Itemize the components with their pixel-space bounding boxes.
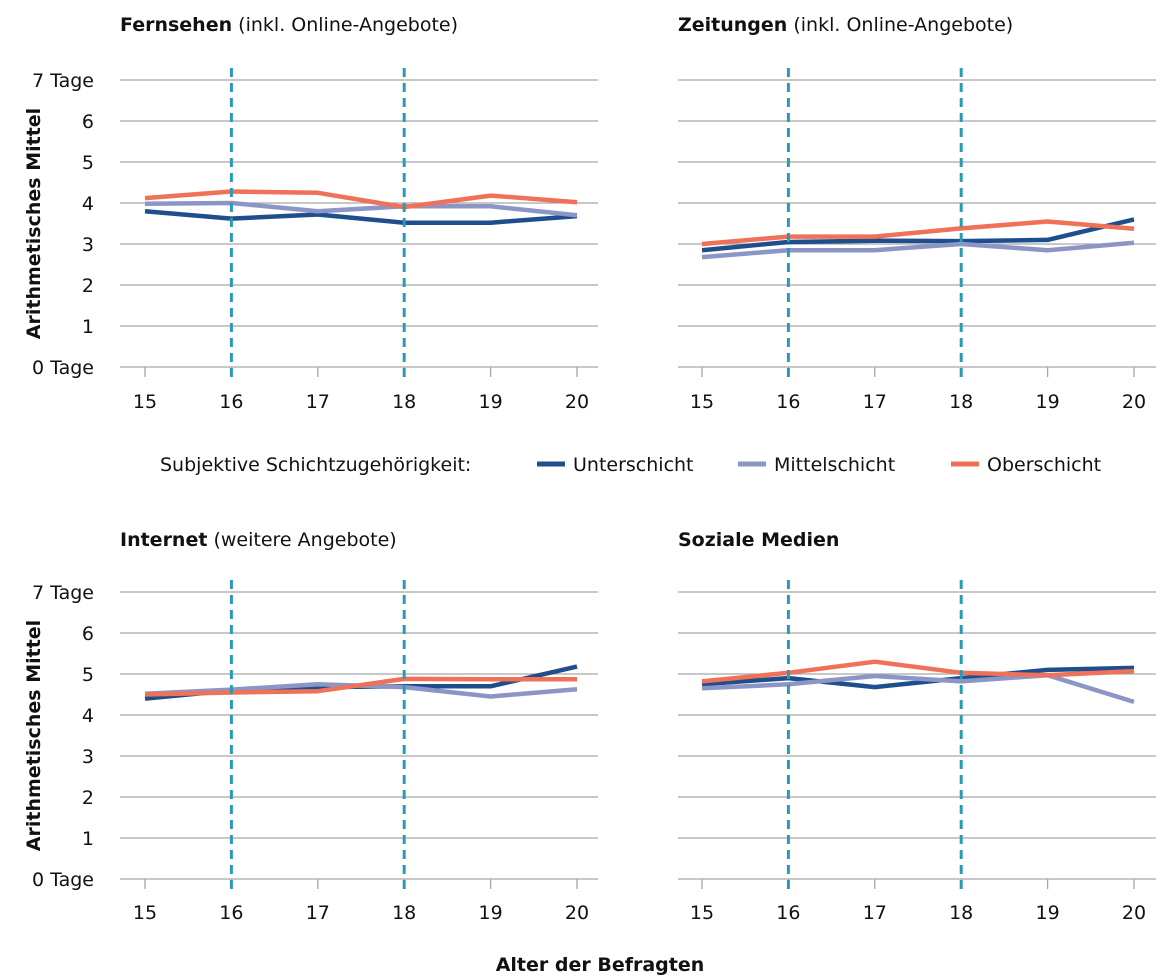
x-tick-label: 17: [863, 902, 887, 924]
series-line-oberschicht: [144, 676, 577, 697]
x-tick-label: 18: [949, 391, 973, 413]
legend-label-oberschicht: Oberschicht: [987, 454, 1101, 476]
y-tick-label: 5: [82, 152, 94, 174]
x-tick-label: 15: [133, 391, 157, 413]
x-tick-label: 20: [1122, 902, 1146, 924]
y-tick-label: 5: [82, 664, 94, 686]
x-tick-label: 16: [776, 391, 800, 413]
y-tick-label: 1: [82, 828, 94, 850]
legend-label-mittelschicht: Mittelschicht: [774, 454, 895, 476]
panel-2: Zeitungen (inkl. Online-Angebote) 15 16 17 1…: [678, 14, 1156, 413]
x-tick-label: 19: [479, 902, 503, 924]
legend-title: Subjektive Schichtzugehörigkeit:: [160, 454, 471, 476]
x-tick-label: 19: [1036, 902, 1060, 924]
panel-4: Soziale Medien 15 16 17 18 19 20: [678, 529, 1156, 924]
x-tick-label: 18: [392, 391, 416, 413]
x-tick-label: 16: [219, 902, 243, 924]
series-line-unterschicht: [144, 208, 578, 225]
y-tick-label: 1: [82, 316, 94, 338]
x-tick-label: 16: [219, 391, 243, 413]
panel-title-rest: (inkl. Online-Angebote): [787, 14, 1013, 36]
x-tick-label: 19: [479, 391, 503, 413]
x-tick-label: 15: [690, 902, 714, 924]
panel-title-rest: (inkl. Online-Angebote): [232, 14, 458, 36]
x-tick-label: 20: [565, 391, 589, 413]
y-tick-label: 3: [82, 234, 94, 256]
panel-title: Soziale Medien: [678, 529, 839, 551]
x-tick-label: 15: [690, 391, 714, 413]
y-tick-label: 6: [82, 111, 94, 133]
panel-title: Internet (weitere Angebote): [120, 529, 397, 551]
y-axis-label: Arithmetisches Mittel: [23, 620, 45, 851]
series-line-oberschicht: [701, 219, 1135, 247]
panel-title: Fernsehen (inkl. Online-Angebote): [120, 14, 458, 36]
x-tick-label: 20: [1122, 391, 1146, 413]
series-line-oberschicht: [144, 189, 578, 210]
panel-title: Zeitungen (inkl. Online-Angebote): [678, 14, 1013, 36]
panel-3: Internet (weitere Angebote) 0 Tage 1 2 3 4 5 6 7…: [23, 529, 598, 924]
x-tick-label: 17: [306, 902, 330, 924]
x-tick-label: 18: [949, 902, 973, 924]
x-tick-label: 20: [565, 902, 589, 924]
chart-panels: Fernsehen (inkl. Online-Angebote) 0 Tage 1…: [23, 14, 1156, 924]
x-tick-label: 17: [306, 391, 330, 413]
series-line-mittelschicht: [144, 200, 578, 218]
panel-title-bold: Fernsehen: [120, 14, 232, 36]
series-line-mittelschicht: [701, 240, 1135, 260]
y-tick-label: 2: [82, 275, 94, 297]
x-tick-label: 15: [133, 902, 157, 924]
y-axis-label: Arithmetisches Mittel: [23, 108, 45, 339]
y-tick-label: 7 Tage: [32, 70, 94, 92]
panel-1: Fernsehen (inkl. Online-Angebote) 0 Tage 1…: [23, 14, 598, 413]
legend: Subjektive Schichtzugehörigkeit: Untersc…: [160, 454, 1101, 476]
y-tick-label: 3: [82, 746, 94, 768]
y-tick-label: 2: [82, 787, 94, 809]
y-tick-label: 0 Tage: [32, 357, 94, 379]
legend-label-unterschicht: Unterschicht: [573, 454, 694, 476]
y-tick-label: 4: [82, 705, 94, 727]
y-tick-label: 6: [82, 623, 94, 645]
series-line-unterschicht: [701, 665, 1135, 690]
x-tick-label: 19: [1036, 391, 1060, 413]
x-tick-label: 16: [776, 902, 800, 924]
series-line-oberschicht: [701, 659, 1135, 684]
x-tick-label: 17: [863, 391, 887, 413]
y-tick-label: 7 Tage: [32, 582, 94, 604]
y-tick-label: 4: [82, 193, 94, 215]
x-axis-title: Alter der Befragten: [496, 954, 705, 976]
series-line-mittelschicht: [701, 672, 1135, 705]
panel-title-bold: Soziale Medien: [678, 529, 839, 551]
panel-title-bold: Internet: [120, 529, 207, 551]
series-line-unterschicht: [701, 217, 1135, 253]
y-tick-label: 0 Tage: [32, 869, 94, 891]
panel-title-bold: Zeitungen: [678, 14, 787, 36]
x-tick-label: 18: [392, 902, 416, 924]
panel-title-rest: (weitere Angebote): [207, 529, 396, 551]
